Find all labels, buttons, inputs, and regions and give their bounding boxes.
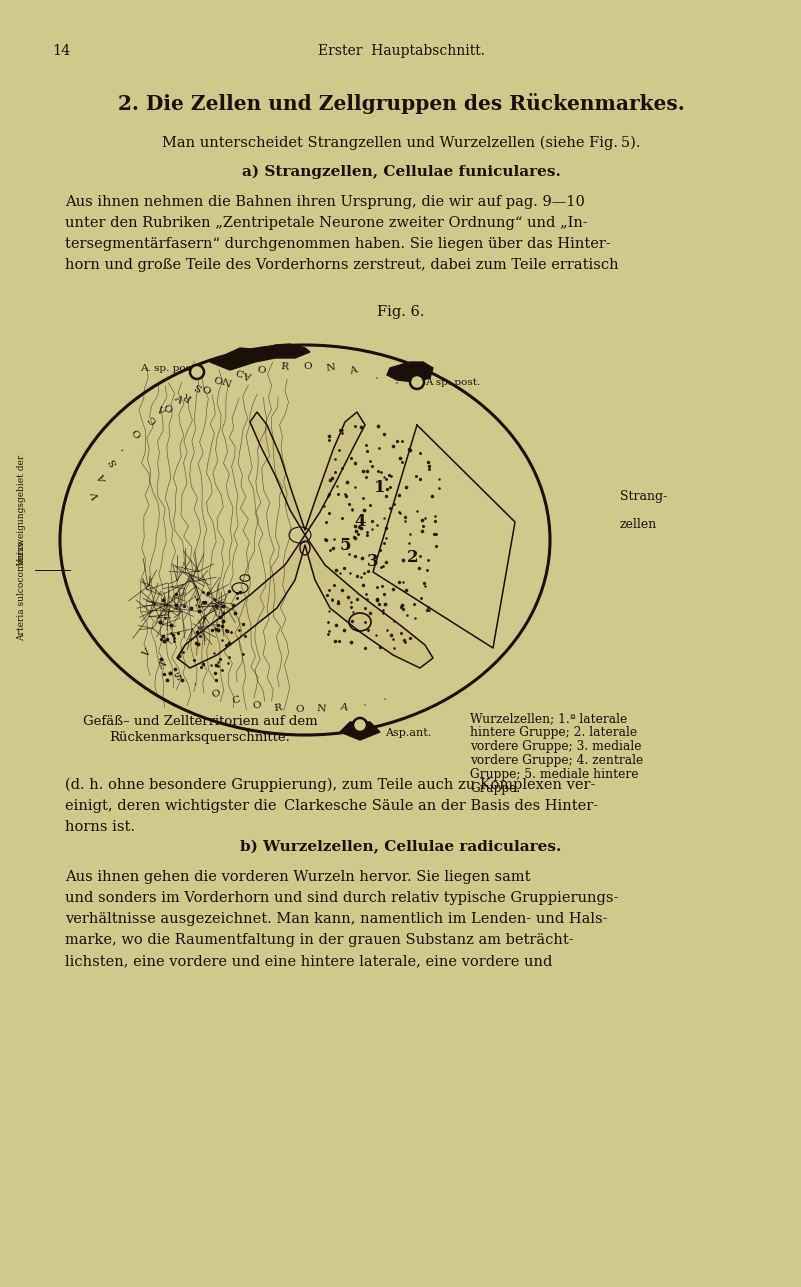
Text: O: O — [201, 381, 213, 393]
Text: O: O — [303, 362, 312, 371]
Text: Gefäß– und Zellterritorien auf dem: Gefäß– und Zellterritorien auf dem — [83, 716, 317, 728]
Text: einigt, deren wichtigster die  Clarkesche Säule an der Basis des Hinter-: einigt, deren wichtigster die Clarkesche… — [65, 799, 598, 813]
Text: Verzweigungsgebiet der: Verzweigungsgebiet der — [18, 454, 26, 565]
Text: A: A — [348, 366, 358, 376]
Text: V: V — [91, 490, 102, 501]
Text: C: C — [234, 369, 244, 380]
Text: a) Strangzellen, Cellulae funiculares.: a) Strangzellen, Cellulae funiculares. — [242, 165, 561, 179]
Text: R: R — [280, 363, 288, 372]
Text: 4: 4 — [354, 514, 366, 530]
Text: N: N — [222, 375, 234, 386]
Text: Arteria sulcocommiss.: Arteria sulcocommiss. — [18, 539, 26, 641]
Text: 2. Die Zellen und Zellgruppen des Rückenmarkes.: 2. Die Zellen und Zellgruppen des Rücken… — [118, 93, 684, 115]
Text: hintere Gruppe; 2. laterale: hintere Gruppe; 2. laterale — [470, 726, 637, 739]
Circle shape — [190, 366, 204, 378]
Text: .: . — [372, 371, 379, 381]
Text: S: S — [191, 384, 202, 395]
Text: Asp.ant.: Asp.ant. — [385, 728, 431, 737]
Text: Rückenmarksquerschnitte.: Rückenmarksquerschnitte. — [110, 731, 291, 744]
Text: lichsten, eine vordere und eine hintere laterale, eine vordere und: lichsten, eine vordere und eine hintere … — [65, 954, 553, 968]
Text: V: V — [153, 405, 165, 417]
Text: horn und große Teile des Vorderhorns zerstreut, dabei zum Teile erratisch: horn und große Teile des Vorderhorns zer… — [65, 257, 618, 272]
Polygon shape — [210, 344, 310, 369]
Text: A. sp. post.: A. sp. post. — [140, 364, 199, 373]
Text: O: O — [131, 426, 143, 438]
Text: Gruppe; 5. mediale hintere: Gruppe; 5. mediale hintere — [470, 768, 638, 781]
Circle shape — [353, 718, 367, 732]
Polygon shape — [387, 362, 433, 382]
Circle shape — [410, 375, 424, 389]
Text: R: R — [274, 704, 283, 713]
Text: O: O — [211, 376, 223, 387]
Text: 5: 5 — [340, 537, 351, 553]
Text: zellen: zellen — [620, 517, 658, 532]
Text: C: C — [147, 413, 159, 425]
Text: A: A — [339, 701, 348, 712]
Text: Wurzelzellen; 1.ª laterale: Wurzelzellen; 1.ª laterale — [470, 712, 627, 725]
Text: 14: 14 — [52, 44, 70, 58]
Text: Aus ihnen gehen die vorderen Wurzeln hervor. Sie liegen samt: Aus ihnen gehen die vorderen Wurzeln her… — [65, 870, 530, 884]
Text: tersegmentärfasern“ durchgenommen haben. Sie liegen über das Hinter-: tersegmentärfasern“ durchgenommen haben.… — [65, 237, 610, 251]
Text: A: A — [171, 394, 183, 405]
Text: O: O — [163, 400, 175, 413]
Text: Man unterscheidet Strangzellen und Wurzelzellen (siehe Fig. 5).: Man unterscheidet Strangzellen und Wurze… — [162, 136, 640, 151]
Text: Fig. 6.: Fig. 6. — [377, 305, 425, 319]
Text: S: S — [173, 671, 184, 682]
Text: .: . — [381, 692, 388, 703]
Text: O: O — [256, 364, 267, 376]
Text: A: A — [156, 660, 167, 672]
Text: Strang-: Strang- — [620, 490, 667, 503]
Text: O: O — [296, 705, 304, 714]
Text: horns ist.: horns ist. — [65, 820, 135, 834]
Text: 1: 1 — [374, 480, 386, 497]
Text: verhältnisse ausgezeichnet. Man kann, namentlich im Lenden- und Hals-: verhältnisse ausgezeichnet. Man kann, na… — [65, 912, 607, 927]
Text: marke, wo die Raumentfaltung in der grauen Substanz am beträcht-: marke, wo die Raumentfaltung in der grau… — [65, 933, 574, 947]
Text: Aus ihnen nehmen die Bahnen ihren Ursprung, die wir auf pag. 9—10: Aus ihnen nehmen die Bahnen ihren Urspru… — [65, 196, 585, 208]
Text: A: A — [244, 369, 254, 380]
Text: (d. h. ohne besondere Gruppierung), zum Teile auch zu Komplexen ver-: (d. h. ohne besondere Gruppierung), zum … — [65, 779, 595, 793]
Text: ': ' — [119, 443, 129, 450]
Text: -: - — [393, 378, 400, 387]
Text: unter den Rubriken „Zentripetale Neurone zweiter Ordnung“ und „In-: unter den Rubriken „Zentripetale Neurone… — [65, 216, 588, 230]
Polygon shape — [177, 412, 433, 668]
Text: S: S — [107, 457, 119, 467]
Text: N: N — [325, 363, 336, 373]
Text: .: . — [361, 698, 367, 708]
Text: A sp. post.: A sp. post. — [425, 378, 481, 387]
Text: O: O — [252, 700, 262, 710]
Text: Gruppe.: Gruppe. — [470, 782, 521, 795]
Text: A: A — [99, 474, 109, 484]
Text: b) Wurzelzellen, Cellulae radiculares.: b) Wurzelzellen, Cellulae radiculares. — [240, 840, 562, 855]
Text: vordere Gruppe; 4. zentrale: vordere Gruppe; 4. zentrale — [470, 754, 643, 767]
Text: R: R — [182, 390, 193, 402]
Text: ': ' — [193, 682, 200, 691]
Text: und sonders im Vorderhorn und sind durch relativ typische Gruppierungs-: und sonders im Vorderhorn und sind durch… — [65, 891, 618, 905]
Text: N: N — [317, 704, 327, 714]
Polygon shape — [340, 722, 380, 740]
Text: 3: 3 — [367, 553, 379, 570]
Text: 2: 2 — [407, 550, 419, 566]
Text: V: V — [141, 647, 152, 659]
Text: O: O — [210, 689, 222, 700]
Text: vordere Gruppe; 3. mediale: vordere Gruppe; 3. mediale — [470, 740, 642, 753]
Text: Erster  Hauptabschnitt.: Erster Hauptabschnitt. — [317, 44, 485, 58]
Text: C: C — [231, 695, 241, 707]
